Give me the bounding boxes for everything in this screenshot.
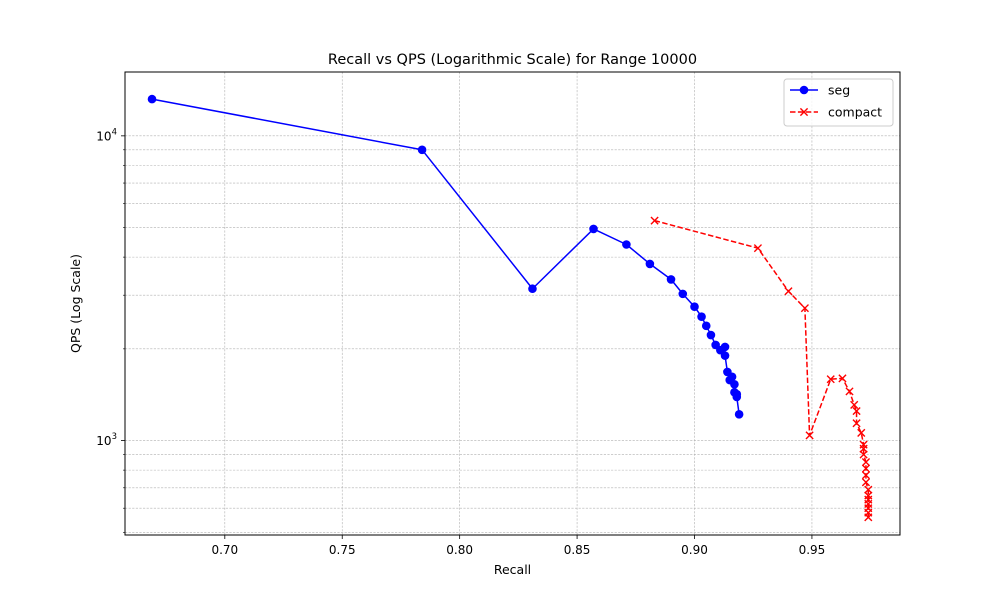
data-point xyxy=(864,485,873,494)
data-point xyxy=(753,244,763,253)
data-point xyxy=(690,302,699,312)
data-point xyxy=(720,351,730,360)
data-point xyxy=(701,321,711,331)
data-point xyxy=(861,478,871,487)
data-point xyxy=(857,428,866,437)
data-point xyxy=(732,392,742,402)
legend-marker-seg xyxy=(799,85,809,95)
data-point xyxy=(826,375,835,384)
data-point xyxy=(861,458,871,467)
data-point xyxy=(650,216,659,225)
data-point xyxy=(622,240,631,249)
data-point xyxy=(838,374,847,383)
data-point xyxy=(852,406,861,416)
y-tick-label: 104 xyxy=(96,127,117,143)
data-point xyxy=(784,287,793,296)
y-tick-label: 103 xyxy=(96,432,117,448)
data-point xyxy=(850,400,859,409)
data-point xyxy=(720,342,730,352)
legend-entry-seg: seg xyxy=(790,83,850,98)
data-point xyxy=(861,471,871,480)
legend: seg compact xyxy=(783,78,894,127)
series-seg xyxy=(147,94,744,419)
series-compact xyxy=(650,216,873,522)
data-point xyxy=(845,387,854,396)
data-point xyxy=(666,275,676,284)
data-point xyxy=(706,330,716,340)
data-point xyxy=(147,94,157,104)
legend-label-seg: seg xyxy=(828,83,850,98)
data-point xyxy=(589,224,598,234)
data-point xyxy=(417,145,427,155)
data-point xyxy=(861,464,871,473)
legend-label-compact: compact xyxy=(828,105,882,120)
series-line-seg xyxy=(151,98,740,415)
data-point xyxy=(864,513,873,522)
y-axis-label: QPS (Log Scale) xyxy=(68,254,83,353)
data-point xyxy=(727,372,737,382)
data-point xyxy=(645,259,655,269)
x-tick-label: 0.75 xyxy=(329,543,356,557)
x-tick-label: 0.85 xyxy=(564,543,591,557)
plot-frame xyxy=(124,71,901,536)
x-axis-label: Recall xyxy=(494,562,531,577)
data-point xyxy=(800,304,809,313)
legend-marker-compact xyxy=(799,107,809,117)
series-line-compact xyxy=(654,219,870,518)
data-point xyxy=(697,312,706,322)
x-tick-label: 0.95 xyxy=(799,543,826,557)
data-point xyxy=(734,409,744,419)
x-tick-label: 0.80 xyxy=(446,543,473,557)
data-point xyxy=(730,380,739,389)
data-point xyxy=(678,289,688,299)
legend-entry-compact: compact xyxy=(790,105,882,120)
grid xyxy=(125,72,900,535)
data-point xyxy=(528,284,537,294)
axis-ticks: 0.70 0.75 0.80 0.85 0.90 0.95 103 104 xyxy=(96,127,825,557)
data-point xyxy=(852,419,861,428)
x-tick-label: 0.90 xyxy=(681,543,708,557)
x-tick-label: 0.70 xyxy=(211,543,238,557)
data-point xyxy=(805,431,814,440)
data-point xyxy=(859,450,868,459)
chart-title: Recall vs QPS (Logarithmic Scale) for Ra… xyxy=(328,52,697,68)
series-layer xyxy=(147,94,873,522)
